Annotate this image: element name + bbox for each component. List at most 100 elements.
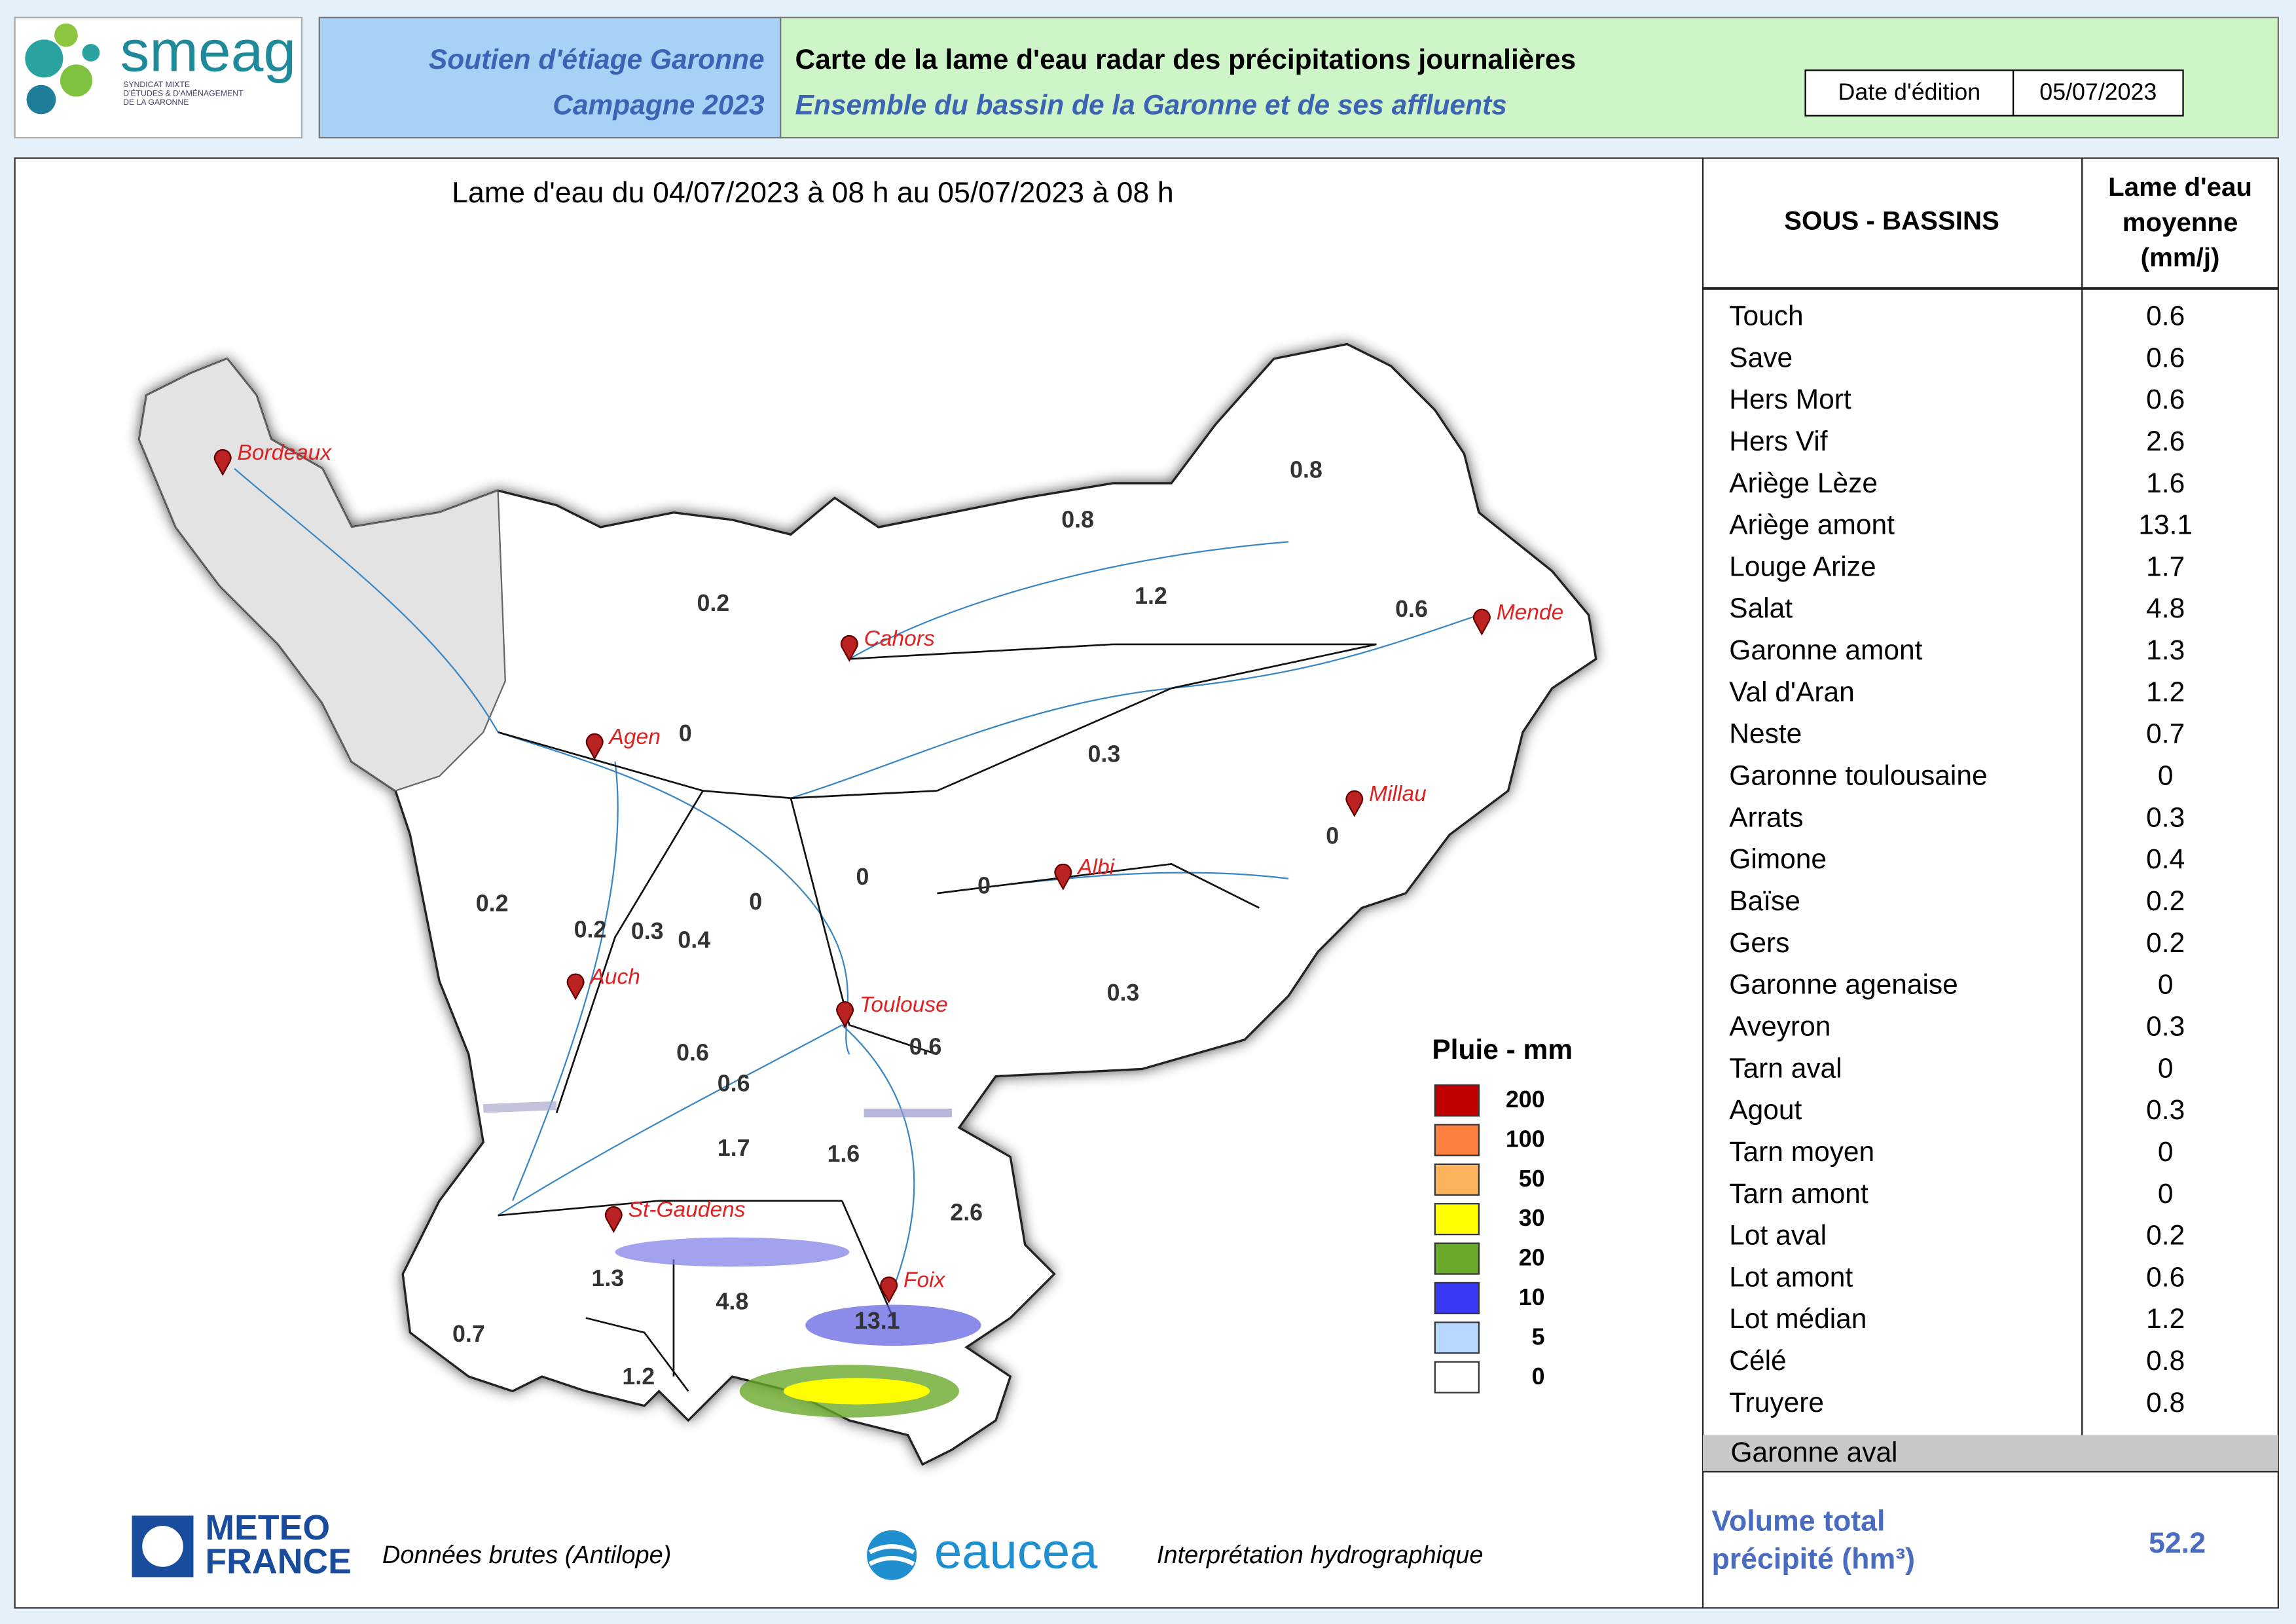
period: Lame d'eau du 04/07/2023 à 08 h au 05/07…: [452, 177, 1174, 209]
logo-dot: [25, 39, 64, 78]
sub-basin-value: 1.7: [2146, 551, 2185, 582]
sub-basin-value: 0.4: [2146, 844, 2185, 875]
sub-basin-name: Lot médian: [1729, 1304, 1867, 1335]
sub-basin-border: [937, 863, 1260, 909]
sub-basin-value: 0: [2158, 761, 2174, 792]
sub-basin-value: 1.2: [2146, 1304, 2185, 1335]
table-header: (mm/j): [2141, 242, 2220, 272]
sub-basin-name: Save: [1729, 342, 1793, 373]
sub-basin-border: [936, 643, 1377, 792]
logo-dot: [60, 64, 93, 97]
basin-value: 1.3: [591, 1265, 624, 1291]
sub-basin-value: 1.3: [2146, 635, 2185, 666]
legend-label: 20: [1519, 1245, 1545, 1271]
meteo-icon-circle: [142, 1526, 183, 1567]
city-marker: [604, 1206, 623, 1233]
sub-basin-value: 1.2: [2146, 677, 2185, 708]
legend-swatch: [1434, 1163, 1480, 1196]
sub-basin-name: Lot amont: [1729, 1262, 1853, 1293]
city-marker: [585, 733, 604, 760]
sub-basin-value: 0.3: [2146, 802, 2185, 833]
sub-basin-value: 0.6: [2146, 342, 2185, 373]
city-label: Bordeaux: [238, 441, 333, 465]
basin-value: 0.8: [1290, 457, 1322, 483]
sub-basin-value: 0.6: [2146, 1262, 2185, 1293]
basin-value: 0: [749, 889, 762, 915]
sub-basin-name: Tarn amont: [1729, 1179, 1868, 1209]
sub-basin-border: [841, 1200, 894, 1319]
legend-label: 200: [1506, 1086, 1545, 1113]
sub-basin-name: Garonne agenaise: [1729, 970, 1958, 1001]
sub-basin-name: Gers: [1729, 928, 1789, 959]
sub-basin-value: 0.3: [2146, 1011, 2185, 1042]
sub-basin-name: Garonne amont: [1729, 635, 1922, 666]
basin-value: 2.6: [950, 1199, 983, 1225]
city-marker: [880, 1276, 898, 1304]
city-label: St-Gaudens: [629, 1198, 746, 1222]
sub-basin-value: 2.6: [2146, 426, 2185, 457]
sub-basin-name: Truyere: [1729, 1388, 1824, 1418]
city-marker: [836, 1001, 854, 1028]
legend-label: 50: [1519, 1166, 1545, 1192]
meteo-logo-text: METEO: [205, 1508, 330, 1547]
city-marker: [1472, 608, 1491, 636]
sub-basin-name: Hers Mort: [1729, 384, 1851, 415]
basin-value: 0.7: [452, 1321, 485, 1347]
logo-dot: [82, 44, 100, 62]
eaucea-waves: [869, 1544, 915, 1566]
legend-label: 5: [1532, 1323, 1545, 1350]
sub-basin-name: Hers Vif: [1729, 426, 1827, 457]
meteo-caption: Données brutes (Antilope): [382, 1541, 671, 1569]
logo-subtitle: D'ÉTUDES & D'AMÉNAGEMENT: [123, 88, 244, 98]
total-label: précipité (hm³): [1711, 1543, 1915, 1576]
date-box: [1804, 69, 2184, 117]
river: [511, 761, 619, 1202]
map: Bordeaux Cahors Mende Agen Millau Albi Auch Tou…: [137, 342, 1597, 1466]
city-marker: [840, 635, 858, 662]
table-header: Lame d'eau: [2108, 172, 2252, 202]
city-label: Millau: [1369, 782, 1427, 806]
basin-value: 0.6: [718, 1071, 750, 1097]
city-label: Toulouse: [860, 993, 948, 1017]
excluded-row: Garonne aval: [1731, 1437, 1898, 1468]
table-header: SOUS - BASSINS: [1784, 206, 1999, 236]
basin-value: 0: [679, 720, 692, 747]
sub-basin-value: 0.6: [2146, 301, 2185, 331]
basin-value: 0.6: [676, 1040, 709, 1066]
legend-label: 30: [1519, 1205, 1545, 1231]
basin-value: 0.2: [476, 890, 509, 916]
city-marker: [1054, 863, 1072, 891]
city-label: Cahors: [864, 627, 935, 651]
legend-swatch: [1434, 1203, 1480, 1236]
sub-basin-value: 0.7: [2146, 719, 2185, 750]
basin-value: 1.2: [1135, 583, 1167, 609]
basin-value: 1.7: [718, 1135, 750, 1161]
smeag-logo: [25, 23, 100, 115]
campaign: Campagne 2023: [553, 90, 765, 120]
basin-value: 0.3: [1088, 741, 1121, 767]
total-label: Volume total: [1711, 1505, 1885, 1538]
program: Soutien d'étiage Garonne: [429, 45, 765, 75]
sub-basin-value: 13.1: [2138, 510, 2193, 541]
title: Carte de la lame d'eau radar des précipi…: [795, 45, 1576, 75]
sub-basin-border: [790, 798, 938, 1056]
sub-basin-border: [555, 790, 704, 1113]
sub-basin-name: Gimone: [1729, 844, 1827, 875]
city-marker: [566, 973, 585, 1001]
eaucea-icon: [867, 1530, 917, 1580]
sub-basin-value: 0.2: [2146, 928, 2185, 959]
sub-basin-value: 0.6: [2146, 384, 2185, 415]
legend-swatch: [1434, 1124, 1480, 1156]
sub-basin-value: 1.6: [2146, 468, 2185, 499]
sub-basin-name: Ariège amont: [1729, 510, 1895, 541]
sub-basin-value: 0.2: [2146, 1221, 2185, 1251]
basin-value: 0.4: [678, 927, 710, 953]
sub-basin-border: [498, 1200, 843, 1217]
sub-basin-name: Salat: [1729, 593, 1793, 624]
logo-subtitle: SYNDICAT MIXTE: [123, 80, 190, 89]
sub-basin-value: 0.3: [2146, 1095, 2185, 1126]
sub-basin-name: Louge Arize: [1729, 551, 1876, 582]
legend-swatch: [1434, 1282, 1480, 1315]
meteo-logo-text: FRANCE: [205, 1541, 352, 1581]
